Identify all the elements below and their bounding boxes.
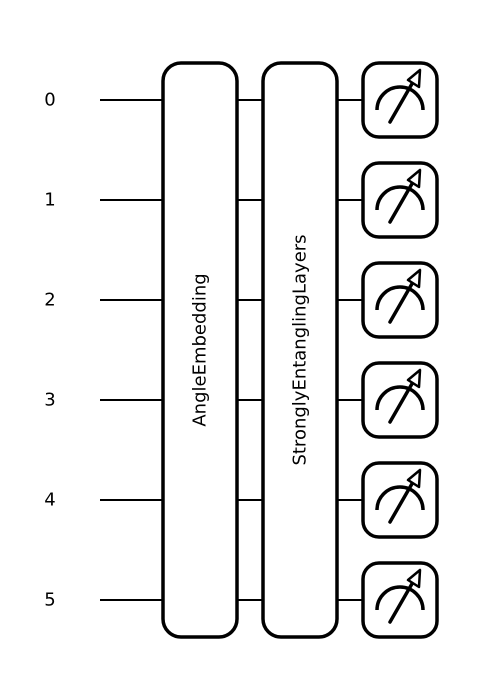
wire-label: 1	[44, 190, 55, 211]
wire-label: 3	[44, 390, 55, 411]
measurement-box	[361, 61, 439, 139]
wire-label: 0	[44, 90, 55, 111]
strongly-entangling-layers-gate: StronglyEntanglingLayers	[261, 61, 339, 639]
measurement-1	[361, 161, 439, 239]
angle-embedding-label: AngleEmbedding	[190, 273, 211, 426]
measurements-layer	[361, 61, 439, 639]
measurement-meter-icon	[375, 568, 425, 624]
measurement-3	[361, 361, 439, 439]
measurement-box	[361, 261, 439, 339]
measurement-box	[361, 161, 439, 239]
wire-label: 5	[44, 590, 55, 611]
measurement-meter-icon	[375, 368, 425, 424]
measurement-5	[361, 561, 439, 639]
measurement-0	[361, 61, 439, 139]
angle-embedding-gate: AngleEmbedding	[161, 61, 239, 639]
strongly-entangling-layers-label: StronglyEntanglingLayers	[290, 234, 311, 465]
wire-labels-layer: 0 1 2 3 4 5	[44, 90, 55, 611]
measurement-4	[361, 461, 439, 539]
measurement-box	[361, 461, 439, 539]
measurement-meter-icon	[375, 468, 425, 524]
measurement-box	[361, 561, 439, 639]
measurement-meter-icon	[375, 68, 425, 124]
measurement-meter-icon	[375, 168, 425, 224]
wire-label: 4	[44, 490, 55, 511]
measurement-meter-icon	[375, 268, 425, 324]
wire-label: 2	[44, 290, 55, 311]
measurement-box	[361, 361, 439, 439]
measurement-2	[361, 261, 439, 339]
